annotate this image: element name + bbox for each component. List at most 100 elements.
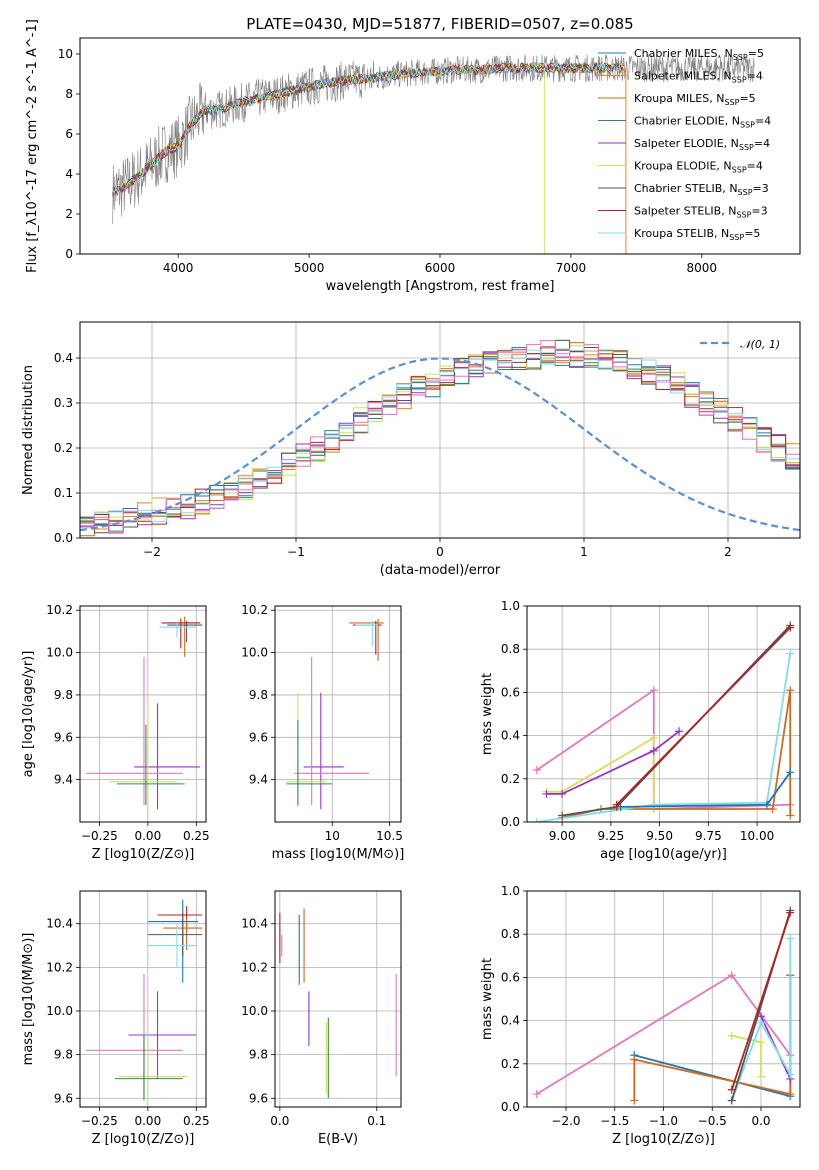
y-tick-label: 1.0 xyxy=(501,884,520,898)
histogram-series xyxy=(80,339,800,534)
y-tick-label: 10.2 xyxy=(46,960,73,974)
x-tick-label: −0.5 xyxy=(698,1114,727,1128)
y-axis-label: age [log10(age/yr)] xyxy=(21,651,36,778)
weight-marker xyxy=(768,805,777,814)
errorbar-point xyxy=(147,899,199,983)
axes-frame xyxy=(79,37,801,255)
x-tick-label: 7000 xyxy=(556,261,587,275)
x-tick-label: 9.25 xyxy=(597,829,624,843)
y-tick-label: 0.1 xyxy=(54,486,73,500)
x-tick-label: 5000 xyxy=(294,261,325,275)
y-tick-label: 9.6 xyxy=(249,1091,268,1105)
weight-line xyxy=(561,690,792,819)
weight-marker xyxy=(612,800,621,809)
weight-marker xyxy=(630,1055,639,1064)
legend-label-part: SSP xyxy=(732,76,747,85)
x-tick-label: 1 xyxy=(580,545,588,559)
legend-label: Chabrier ELODIE, NSSP=4 xyxy=(634,115,771,130)
x-tick-label: −1 xyxy=(287,545,305,559)
weight-marker xyxy=(675,727,684,736)
errorbar-point xyxy=(147,923,197,968)
plot-area xyxy=(85,616,203,810)
x-axis-label: Z [log10(Z/Z⊙)] xyxy=(612,1132,715,1147)
y-tick-label: 10.4 xyxy=(241,917,268,931)
weight-marker xyxy=(786,768,795,777)
weight-marker xyxy=(727,1031,736,1040)
histogram-series xyxy=(80,346,800,530)
weight-marker xyxy=(727,971,736,980)
weight-marker xyxy=(532,1090,541,1099)
legend-label: Kroupa MILES, NSSP=5 xyxy=(634,92,756,107)
y-tick-label: 0.8 xyxy=(501,642,520,656)
y-tick-label: 0 xyxy=(65,247,73,261)
figure-title: PLATE=0430, MJD=51877, FIBERID=0507, z=0… xyxy=(246,15,633,33)
panel-age-vs-mass: 10 10.5 9.4 9.6 9.8 10.0 10.2 mass [log10(M/M⊙)… xyxy=(241,603,404,862)
gaussian-curve xyxy=(80,357,800,532)
legend-label-part: N xyxy=(732,115,740,128)
errorbar-point xyxy=(159,622,197,638)
weight-line xyxy=(730,912,792,1090)
axes-frame xyxy=(526,890,801,1108)
plot-area xyxy=(112,53,755,254)
errorbar-point xyxy=(161,618,201,649)
y-tick-label: 0.4 xyxy=(54,351,73,365)
y-tick-label: 10.0 xyxy=(241,1004,268,1018)
x-axis-label: Z [log10(Z/Z⊙)] xyxy=(92,1132,195,1147)
legend-label-part: SSP xyxy=(724,98,739,107)
x-tick-label: −2.0 xyxy=(551,1114,580,1128)
y-tick-label: 1.0 xyxy=(501,599,520,613)
x-axis-label: (data-model)/error xyxy=(380,563,501,578)
y-axis-label: mass weight xyxy=(480,673,495,755)
errorbar-point xyxy=(114,1035,183,1101)
legend-label-part: =4 xyxy=(755,115,771,128)
y-axis-label: Normed distribution xyxy=(21,365,36,495)
legend-label-part: SSP xyxy=(732,166,747,175)
legend-label: Salpeter ELODIE, NSSP=4 xyxy=(634,137,770,152)
legend-label-part: =4 xyxy=(747,70,763,83)
panel-residual-histogram: −2 −1 0 1 2 0.0 0.1 0.2 0.3 0.4 (data-model)/error… xyxy=(21,321,801,578)
y-tick-label: 10.0 xyxy=(46,646,73,660)
weight-marker xyxy=(786,649,795,658)
panel-mass-vs-EBV: 0.0 0.1 9.6 9.8 10.0 10.2 10.4 E(B-V) xyxy=(241,890,402,1147)
y-axis-label: mass weight xyxy=(480,958,495,1040)
y-tick-label: 6 xyxy=(65,127,73,141)
errorbar-point xyxy=(167,620,203,642)
y-tick-label: 0.4 xyxy=(501,729,520,743)
legend-label-part: =3 xyxy=(751,205,767,218)
legend: 𝒩(0, 1) xyxy=(700,338,780,351)
plot-area xyxy=(286,618,384,810)
weight-marker xyxy=(558,789,567,798)
y-tick-label: 4 xyxy=(65,167,73,181)
x-tick-label: −0.25 xyxy=(81,829,118,843)
weight-marker xyxy=(649,686,658,695)
legend-label-part: SSP xyxy=(729,233,744,242)
x-tick-label: 10.5 xyxy=(376,829,403,843)
errorbar-point xyxy=(116,724,185,806)
weight-marker xyxy=(757,1018,765,1027)
x-tick-label: 9.50 xyxy=(646,829,673,843)
plot-area xyxy=(80,339,800,537)
legend: Chabrier MILES, NSSP=5 Salpeter MILES, NS… xyxy=(598,47,771,242)
y-tick-label: 0.6 xyxy=(501,970,520,984)
panel-massweight-vs-Z: −2.0 −1.5 −1.0 −0.5 0.0 0.0 0.2 0.4 0.6 0.8 1.0 Z [… xyxy=(480,884,801,1147)
errorbar-point xyxy=(134,703,201,810)
weight-marker xyxy=(727,1096,736,1105)
y-axis-label: Flux [f_λ10^-17 erg cm^-2 s^-1 A^-1] xyxy=(25,19,40,273)
x-tick-label: 9.00 xyxy=(549,829,576,843)
x-tick-label: 10 xyxy=(325,829,340,843)
errorbar-point xyxy=(109,697,177,808)
y-tick-label: 10 xyxy=(58,47,73,61)
legend-label-part: N xyxy=(728,205,736,218)
x-tick-label: 0 xyxy=(436,545,444,559)
legend-label-part: N xyxy=(725,47,733,60)
legend-label-part: SSP xyxy=(733,53,748,62)
panel-massweight-vs-age: 9.00 9.25 9.50 9.75 10.00 0.0 0.2 0.4 0.6 0.8 1.0 a… xyxy=(480,599,801,862)
legend-label-part: =5 xyxy=(748,47,764,60)
weight-marker xyxy=(649,800,658,809)
errorbar-point xyxy=(128,991,197,1079)
legend-label-part: N xyxy=(729,182,737,195)
weight-line xyxy=(546,736,655,809)
y-tick-label: 0.6 xyxy=(501,685,520,699)
y-tick-label: 2 xyxy=(65,207,73,221)
x-tick-label: 2 xyxy=(724,545,732,559)
